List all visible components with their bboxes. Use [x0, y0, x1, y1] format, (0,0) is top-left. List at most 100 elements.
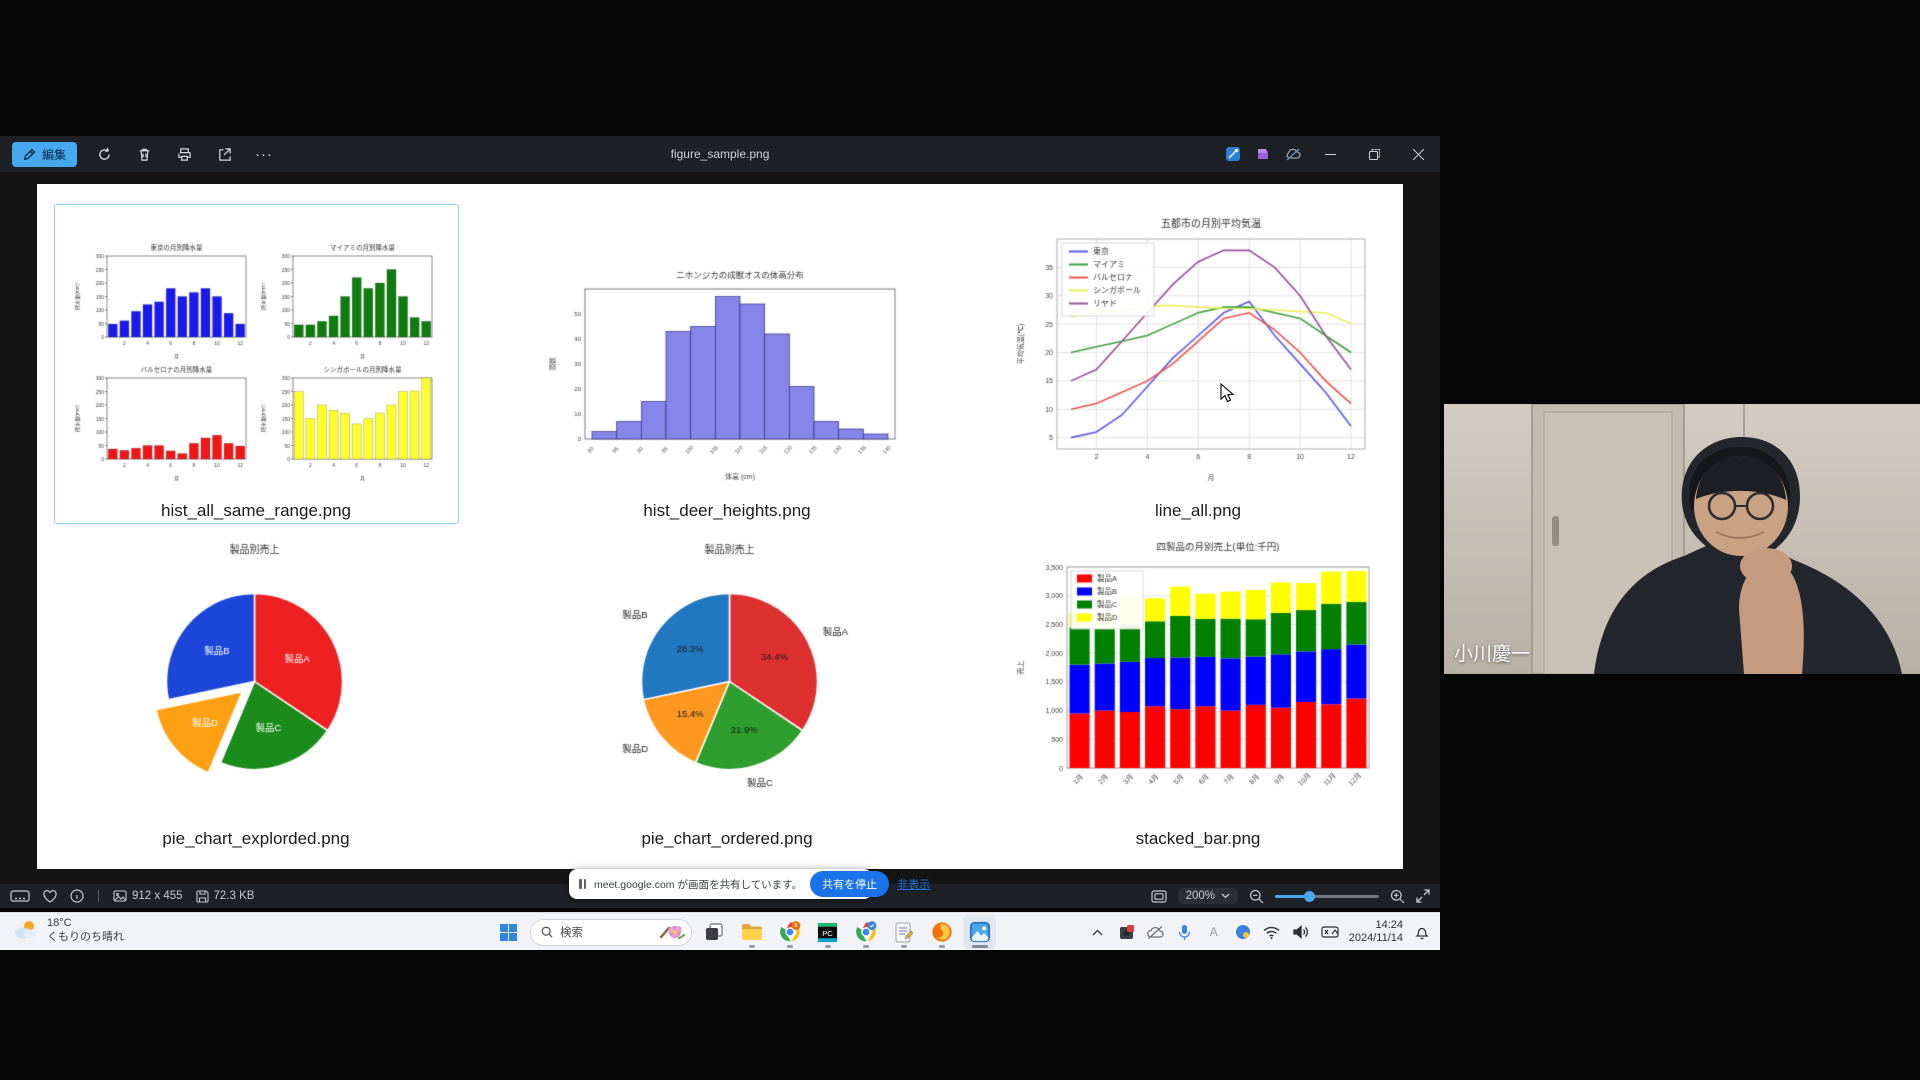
taskbar-clock[interactable]: 14:24 2024/11/14	[1349, 919, 1403, 945]
weather-temp: 18°C	[47, 917, 72, 929]
search-icon	[541, 926, 553, 938]
chrome-profile2-button[interactable]	[849, 915, 882, 949]
fit-to-window-icon[interactable]	[1150, 889, 1167, 903]
chart-pie-ordered	[545, 535, 914, 812]
notepad-button[interactable]	[887, 915, 920, 949]
zoom-level-value: 200%	[1185, 890, 1215, 902]
caption-pie-ordered: pie_chart_ordered.png	[641, 829, 813, 848]
hide-bar-link[interactable]: 非表示	[897, 879, 931, 891]
pencil-icon	[23, 148, 36, 160]
maximize-button[interactable]	[1352, 136, 1396, 172]
zoom-level-dropdown[interactable]: 200%	[1177, 888, 1238, 904]
task-view-icon	[705, 923, 723, 940]
zoom-out-icon[interactable]	[1249, 889, 1264, 904]
pause-icon	[579, 879, 586, 889]
image-enhance-icon[interactable]	[1218, 141, 1248, 167]
disk-icon	[195, 889, 209, 903]
favorite-icon[interactable]	[43, 889, 57, 903]
start-button[interactable]	[492, 915, 525, 949]
notepad-icon	[895, 922, 913, 942]
share-message: meet.google.com が画面を共有しています。	[594, 878, 803, 891]
edit-button-label: 編集	[42, 147, 67, 162]
svg-text:k: k	[794, 923, 797, 929]
chrome-icon: k	[779, 921, 800, 942]
chart-pie-exploded	[70, 535, 439, 812]
edit-button[interactable]: 編集	[12, 141, 78, 167]
taskbar: 18°C くもりのち晴れ 検索 k PC	[0, 912, 1440, 950]
photo-canvas[interactable]: hist_all_same_range.png hist_deer_height…	[37, 184, 1403, 869]
zoom-in-icon[interactable]	[1390, 889, 1405, 904]
file-explorer-button[interactable]	[735, 915, 768, 949]
fullscreen-icon[interactable]	[1416, 889, 1430, 903]
zoom-slider-fill	[1275, 894, 1309, 898]
image-size-icon	[113, 890, 127, 902]
search-box[interactable]: 検索	[530, 918, 692, 946]
volume-icon[interactable]	[1291, 917, 1311, 947]
language-tray-icon: A	[1209, 925, 1218, 939]
svg-text:PC: PC	[822, 928, 833, 937]
tray-chevron-up-icon[interactable]	[1088, 917, 1108, 947]
stop-sharing-button[interactable]: 共有を停止	[810, 871, 890, 897]
chart-stacked-bar	[1013, 535, 1379, 812]
chart-hist-deer-heights	[545, 263, 909, 485]
statusbar-divider: |	[97, 890, 100, 902]
task-view-button[interactable]	[697, 915, 730, 949]
caption-line-all: line_all.png	[1154, 501, 1241, 520]
window-title: figure_sample.png	[670, 147, 770, 161]
caption-hist-all: hist_all_same_range.png	[161, 501, 351, 520]
share-button[interactable]	[211, 141, 237, 167]
selected-thumbnail-border	[54, 204, 459, 524]
file-explorer-icon	[741, 923, 762, 940]
pycharm-button[interactable]: PC	[811, 915, 844, 949]
recording-tray-icon[interactable]	[1117, 917, 1137, 947]
webcam-video-tile[interactable]: 小川慶一	[1444, 404, 1920, 674]
more-button[interactable]: ···	[251, 141, 277, 167]
participant-name: 小川慶一	[1454, 644, 1531, 665]
notification-bell-icon[interactable]	[1412, 917, 1432, 947]
image-dimensions: 912 x 455	[113, 890, 183, 902]
photos-titlebar: 編集 ··· figure_sample.png	[0, 136, 1440, 172]
clock-date: 2024/11/14	[1348, 932, 1403, 944]
delete-button[interactable]	[131, 141, 157, 167]
photos-app-button[interactable]	[963, 915, 996, 949]
cloud-off-icon[interactable]	[1278, 141, 1308, 167]
info-icon[interactable]	[70, 889, 84, 903]
rotate-button[interactable]	[91, 141, 117, 167]
file-size: 72.3 KB	[195, 889, 254, 903]
ime-keyboard-icon[interactable]	[1320, 917, 1340, 947]
chrome-icon	[855, 921, 876, 942]
print-button[interactable]	[171, 141, 197, 167]
search-highlight-art	[659, 926, 685, 939]
filmstrip-toggle-icon[interactable]	[10, 889, 30, 903]
firefox-button[interactable]	[925, 915, 958, 949]
chevron-down-icon	[1221, 893, 1230, 899]
onedrive-paused-icon[interactable]	[1146, 917, 1166, 947]
chrome-profile1-button[interactable]: k	[773, 915, 806, 949]
caption-hist-deer: hist_deer_heights.png	[643, 501, 811, 520]
ellipsis-icon: ···	[255, 145, 274, 163]
microphone-tray-icon[interactable]	[1175, 917, 1195, 947]
webcam-scene	[1444, 404, 1920, 674]
mouse-cursor	[1220, 383, 1235, 403]
zoom-slider-thumb[interactable]	[1304, 890, 1315, 902]
designer-icon[interactable]	[1248, 141, 1278, 167]
photos-content-area: hist_all_same_range.png hist_deer_height…	[0, 172, 1440, 884]
caption-stacked-bar: stacked_bar.png	[1135, 829, 1261, 848]
chart-hist-all-same-range	[70, 240, 442, 484]
minimize-button[interactable]	[1308, 136, 1352, 172]
photos-icon	[969, 921, 990, 943]
meet-share-bar: meet.google.com が画面を共有しています。 共有を停止 非表示	[569, 869, 930, 899]
weather-widget[interactable]: 18°C くもりのち晴れ	[12, 916, 124, 944]
weather-desc: くもりのち晴れ	[47, 931, 124, 943]
caption-pie-exploded: pie_chart_explorded.png	[162, 829, 350, 848]
weather-icon	[15, 921, 36, 939]
zoom-slider[interactable]	[1275, 890, 1379, 902]
close-button[interactable]	[1396, 136, 1440, 172]
wifi-icon[interactable]	[1262, 917, 1282, 947]
search-placeholder: 検索	[560, 927, 583, 939]
pycharm-icon: PC	[817, 922, 838, 942]
firefox-icon	[931, 922, 952, 942]
chart-line-all	[1013, 211, 1379, 485]
color-profile-tray-icon[interactable]	[1233, 917, 1253, 947]
windows-logo-icon	[500, 923, 517, 941]
